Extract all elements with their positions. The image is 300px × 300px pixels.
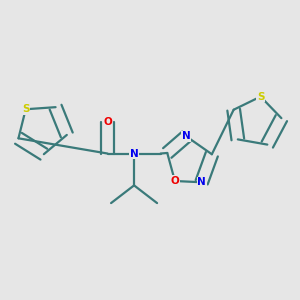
Text: O: O <box>103 117 112 127</box>
Text: S: S <box>22 104 29 114</box>
Text: O: O <box>170 176 179 186</box>
Text: N: N <box>197 177 206 187</box>
Text: N: N <box>182 131 191 141</box>
Text: S: S <box>257 92 264 102</box>
Text: N: N <box>130 148 139 158</box>
